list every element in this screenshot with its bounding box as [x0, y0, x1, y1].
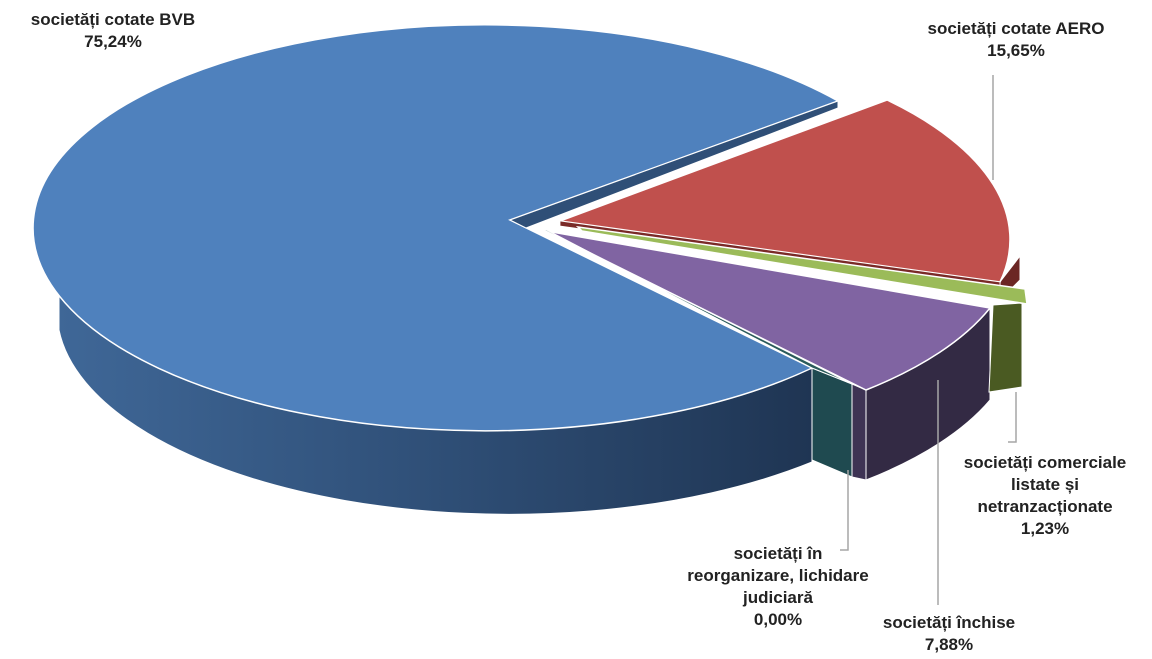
label-listate-line2: listate și: [1010, 475, 1080, 494]
label-bvb-name: societăți cotate BVB: [30, 10, 196, 29]
slice-bvb-cut: [508, 100, 839, 229]
slice-inchise: [545, 230, 992, 391]
leader-line-reorg: [840, 470, 849, 551]
label-bvb: societăți cotate BVB 75,24%: [8, 9, 218, 53]
slice-reorg: [540, 226, 853, 385]
label-inchise-value: 7,88%: [924, 635, 974, 654]
slice-reorg-side: [811, 367, 853, 478]
slice-listate-side: [988, 302, 1023, 393]
label-reorg-value: 0,00%: [753, 610, 803, 629]
label-inchise: societăți închise 7,88%: [865, 612, 1033, 656]
label-listate-line3: netranzacționate: [977, 497, 1113, 516]
label-inchise-name: societăți închise: [882, 613, 1016, 632]
label-aero-name: societăți cotate AERO: [927, 19, 1105, 38]
leader-line-listate: [1008, 392, 1017, 443]
label-listate-line1: societăți comerciale: [963, 453, 1127, 472]
label-reorg-line3: judiciară: [743, 588, 813, 607]
label-reorg-line1: societăți în: [733, 544, 823, 563]
label-reorg-line2: reorganizare, lichidare: [687, 566, 869, 585]
slice-bvb: [32, 24, 840, 432]
label-listate-value: 1,23%: [1020, 519, 1070, 538]
label-bvb-value: 75,24%: [84, 32, 142, 51]
label-listate: societăți comerciale listate și netranza…: [945, 452, 1145, 540]
slice-listate: [575, 225, 1028, 305]
label-reorg: societăți în reorganizare, lichidare jud…: [658, 543, 898, 631]
slice-inchise-cut: [851, 383, 867, 481]
label-aero: societăți cotate AERO 15,65%: [900, 18, 1132, 62]
label-aero-value: 15,65%: [987, 41, 1045, 60]
